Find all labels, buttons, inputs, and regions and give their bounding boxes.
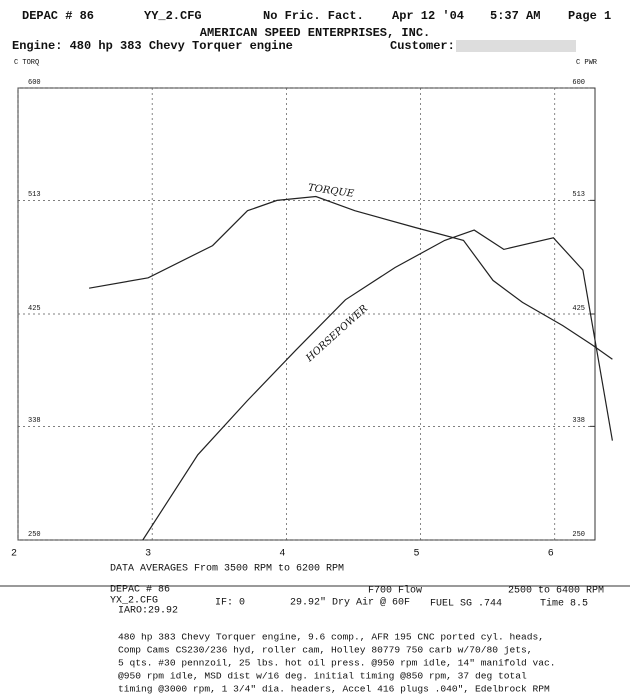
footer-range: 2500 to 6400 RPM bbox=[508, 586, 604, 597]
footer-if: IF: 0 bbox=[215, 598, 245, 609]
y-tick-label: 513 bbox=[28, 191, 41, 199]
y-tick-label: 250 bbox=[28, 531, 41, 539]
y2-tick-label: 338 bbox=[572, 417, 585, 425]
header-time: 5:37 AM bbox=[490, 9, 540, 23]
note-line: 5 qts. #30 pennzoil, 25 lbs. hot oil pre… bbox=[118, 658, 556, 669]
y2-tick-label: 600 bbox=[572, 79, 585, 87]
header-page: Page 1 bbox=[568, 9, 611, 23]
y2-axis-label: C PWR bbox=[576, 59, 598, 67]
series-line bbox=[142, 229, 613, 541]
footer-air: 29.92" Dry Air @ 60F bbox=[290, 597, 410, 609]
y-tick-label: 338 bbox=[28, 417, 41, 425]
data-averages: DATA AVERAGES From 3500 RPM to 6200 RPM bbox=[110, 564, 344, 575]
note-line: Comp Cams CS230/236 hyd, roller cam, Hol… bbox=[118, 645, 533, 656]
header-company: AMERICAN SPEED ENTERPRISES, INC. bbox=[200, 26, 430, 40]
x-tick-label: 6 bbox=[548, 549, 554, 560]
y-axis-label: C TORQ bbox=[14, 59, 39, 67]
header-fric: No Fric. Fact. bbox=[263, 9, 364, 23]
y2-tick-label: 425 bbox=[572, 305, 585, 313]
note-line: @950 rpm idle, MSD dist w/16 deg. initia… bbox=[118, 671, 527, 682]
y-tick-label: 425 bbox=[28, 305, 41, 313]
x-tick-label: 3 bbox=[145, 549, 151, 560]
header-customer: Customer: bbox=[390, 39, 455, 53]
footer-fuel: FUEL SG .744 bbox=[430, 599, 502, 610]
header-date: Apr 12 '04 bbox=[392, 9, 464, 23]
note-line: 480 hp 383 Chevy Torquer engine, 9.6 com… bbox=[118, 632, 544, 643]
y2-tick-label: 250 bbox=[572, 531, 585, 539]
customer-redacted bbox=[456, 40, 576, 52]
note-line: timing @3000 rpm, 1 3/4" dia. headers, A… bbox=[118, 684, 550, 695]
footer-time: Time 8.5 bbox=[540, 598, 588, 610]
x-tick-label: 5 bbox=[414, 549, 420, 560]
y2-tick-label: 513 bbox=[572, 191, 585, 199]
header-depac: DEPAC # 86 bbox=[22, 9, 94, 23]
x-tick-label: 4 bbox=[279, 549, 285, 560]
footer-baro: IARO:29.92 bbox=[118, 606, 178, 617]
y-tick-label: 600 bbox=[28, 79, 41, 87]
footer-flow: F700 Flow bbox=[368, 585, 422, 597]
series-line bbox=[88, 195, 613, 360]
header-engine: Engine: 480 hp 383 Chevy Torquer engine bbox=[12, 39, 293, 53]
footer-depac: DEPAC # 86 bbox=[110, 585, 170, 596]
x-tick-label: 2 bbox=[11, 549, 17, 560]
footer-file: YX_2.CFG bbox=[110, 596, 158, 607]
header-file: YY_2.CFG bbox=[144, 9, 202, 23]
